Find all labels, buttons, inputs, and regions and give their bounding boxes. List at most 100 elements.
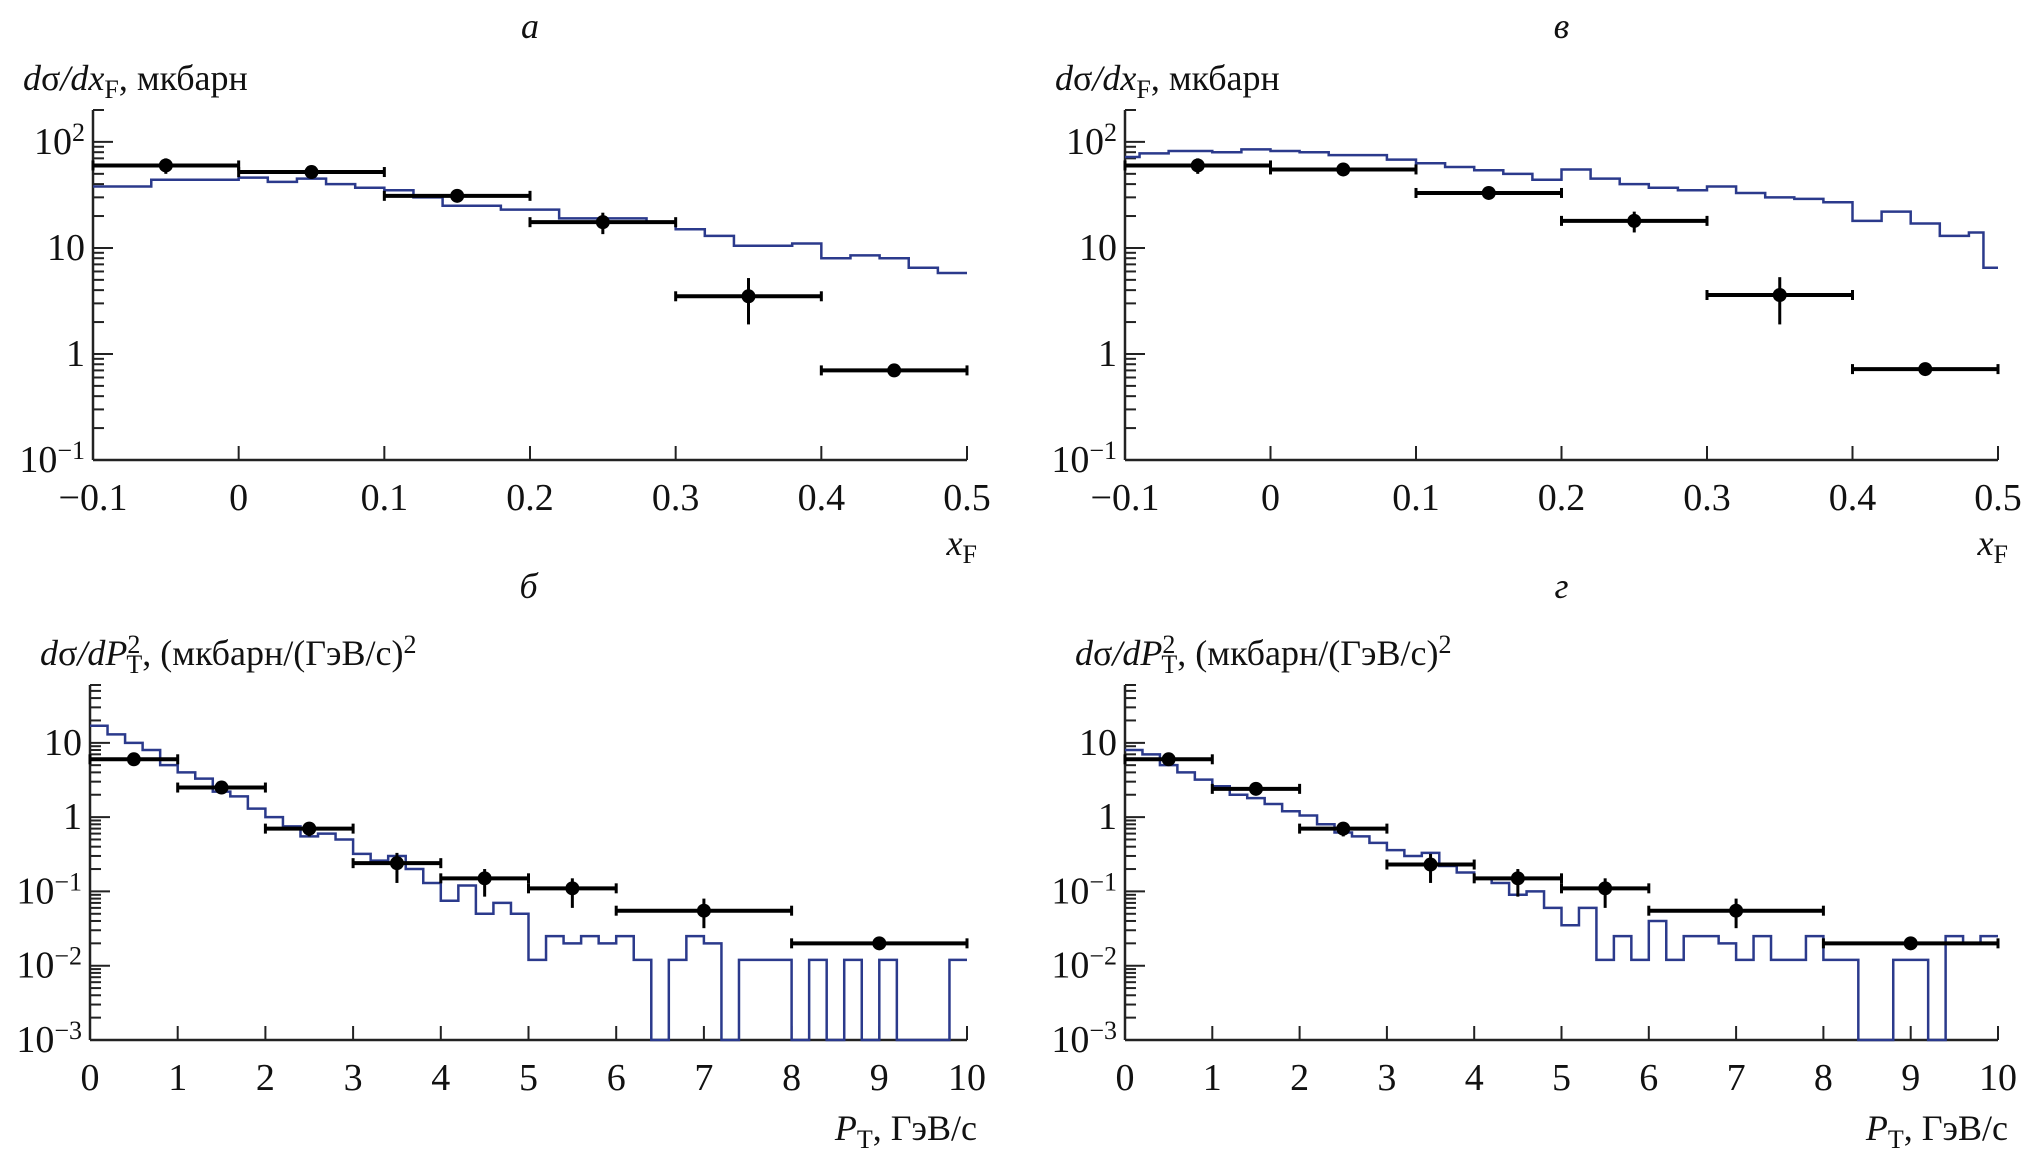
tick-base: 10	[16, 1019, 54, 1061]
data-marker	[565, 881, 580, 896]
data-point	[91, 158, 241, 174]
label-part: x	[946, 523, 963, 563]
x-tick-label: −0.1	[1091, 477, 1160, 519]
x-tick-label: 6	[1639, 1057, 1658, 1099]
x-tick-label: 8	[782, 1057, 801, 1099]
data-marker	[872, 936, 887, 951]
x-tick-label: 0.5	[1974, 477, 2022, 519]
tick-base: 10	[19, 439, 57, 481]
x-tick-label: −0.1	[59, 477, 128, 519]
tick-base: 10	[44, 722, 82, 764]
x-tick-label: 9	[870, 1057, 889, 1099]
tick-exponent: 2	[72, 118, 85, 147]
y-tick-label: 10−2	[16, 942, 82, 987]
tick-base: 1	[63, 796, 82, 838]
y-tick-label: 10−1	[1051, 436, 1117, 481]
tick-base: 10	[1051, 1019, 1089, 1061]
data-point	[1560, 211, 1709, 233]
y-tick-label: 10−3	[16, 1016, 82, 1061]
y-tick-label: 10	[1079, 227, 1117, 269]
label-part: F	[1994, 540, 2008, 569]
data-point	[88, 752, 180, 767]
data-marker	[477, 871, 492, 886]
tick-exponent: −1	[1089, 436, 1117, 465]
data-point	[1560, 878, 1651, 908]
data-marker	[887, 363, 902, 378]
label-part: , (мкбарн/(ГэВ/с)	[142, 633, 403, 673]
tick-exponent: −1	[57, 436, 85, 465]
data-point	[1210, 781, 1302, 796]
label-part: T	[1888, 1125, 1904, 1154]
panel-letter: б	[519, 566, 539, 606]
y-axis-label: dσ/dP2 T, (мкбарн/(ГэВ/с)2	[1075, 630, 1451, 678]
data-point	[439, 869, 530, 897]
data-marker	[1918, 362, 1933, 377]
data-point	[1123, 752, 1214, 767]
data-point	[614, 898, 794, 929]
tick-base: 10	[1066, 121, 1104, 163]
data-point	[237, 165, 386, 180]
label-part: , (мкбарн/(ГэВ/с)	[1177, 633, 1438, 673]
data-marker	[595, 215, 610, 230]
label-part: , ГэВ/с	[873, 1108, 977, 1148]
label-part: σ	[1073, 58, 1092, 98]
data-point	[674, 278, 823, 325]
x-tick-label: 1	[168, 1057, 187, 1099]
mc-histogram	[93, 176, 967, 275]
data-marker	[1510, 871, 1525, 886]
label-part: F	[1136, 75, 1150, 104]
x-tick-label: 0.3	[652, 477, 700, 519]
label-part: 2	[1162, 630, 1175, 659]
tick-base: 10	[47, 227, 85, 269]
tick-base: 1	[1098, 796, 1117, 838]
data-marker	[1598, 881, 1613, 896]
data-marker	[1481, 185, 1496, 200]
label-part: σ	[1093, 633, 1112, 673]
data-marker	[302, 821, 317, 836]
data-point	[819, 363, 969, 378]
tick-base: 10	[1079, 227, 1117, 269]
tick-exponent: 2	[1104, 118, 1117, 147]
x-tick-label: 0	[1261, 477, 1280, 519]
y-axis-label: dσ/dP2 T, (мкбарн/(ГэВ/с)2	[40, 630, 416, 678]
y-tick-label: 10−1	[19, 436, 85, 481]
tick-base: 1	[66, 333, 85, 375]
tick-base: 10	[1051, 870, 1089, 912]
data-marker	[1336, 821, 1351, 836]
tick-base: 1	[1098, 333, 1117, 375]
x-tick-label: 9	[1901, 1057, 1920, 1099]
y-tick-label: 1	[1098, 796, 1117, 838]
label-part: 2	[403, 630, 416, 659]
label-part: 2	[1438, 630, 1451, 659]
label-part: d	[1055, 58, 1074, 98]
tick-base: 10	[1051, 439, 1089, 481]
x-axis-label: PT, ГэВ/с	[834, 1108, 977, 1154]
label-part: , мкбарн	[1151, 58, 1280, 98]
data-point	[176, 780, 267, 795]
data-point	[527, 878, 618, 908]
y-tick-label: 10	[47, 227, 85, 269]
label-part: , мкбарн	[119, 58, 248, 98]
label-part: /dx	[1090, 58, 1136, 98]
label-part: T	[857, 1125, 873, 1154]
data-point	[351, 852, 443, 883]
data-marker	[1772, 287, 1787, 302]
x-tick-label: 0	[1116, 1057, 1135, 1099]
data-marker	[1161, 752, 1176, 767]
label-part: d	[23, 58, 42, 98]
tick-exponent: −1	[1089, 867, 1117, 896]
label-part: 2	[127, 630, 140, 659]
x-tick-label: 0.5	[943, 477, 991, 519]
y-tick-label: 1	[1098, 333, 1117, 375]
tick-exponent: −1	[54, 867, 82, 896]
data-point	[1269, 162, 1418, 177]
x-axis-label: PT, ГэВ/с	[1865, 1108, 2008, 1154]
data-marker	[741, 289, 756, 304]
label-part: , ГэВ/с	[1904, 1108, 2008, 1148]
data-marker	[1903, 936, 1918, 951]
label-part: /dx	[58, 58, 104, 98]
tick-base: 10	[16, 870, 54, 912]
mc-histogram	[1125, 748, 1998, 1042]
